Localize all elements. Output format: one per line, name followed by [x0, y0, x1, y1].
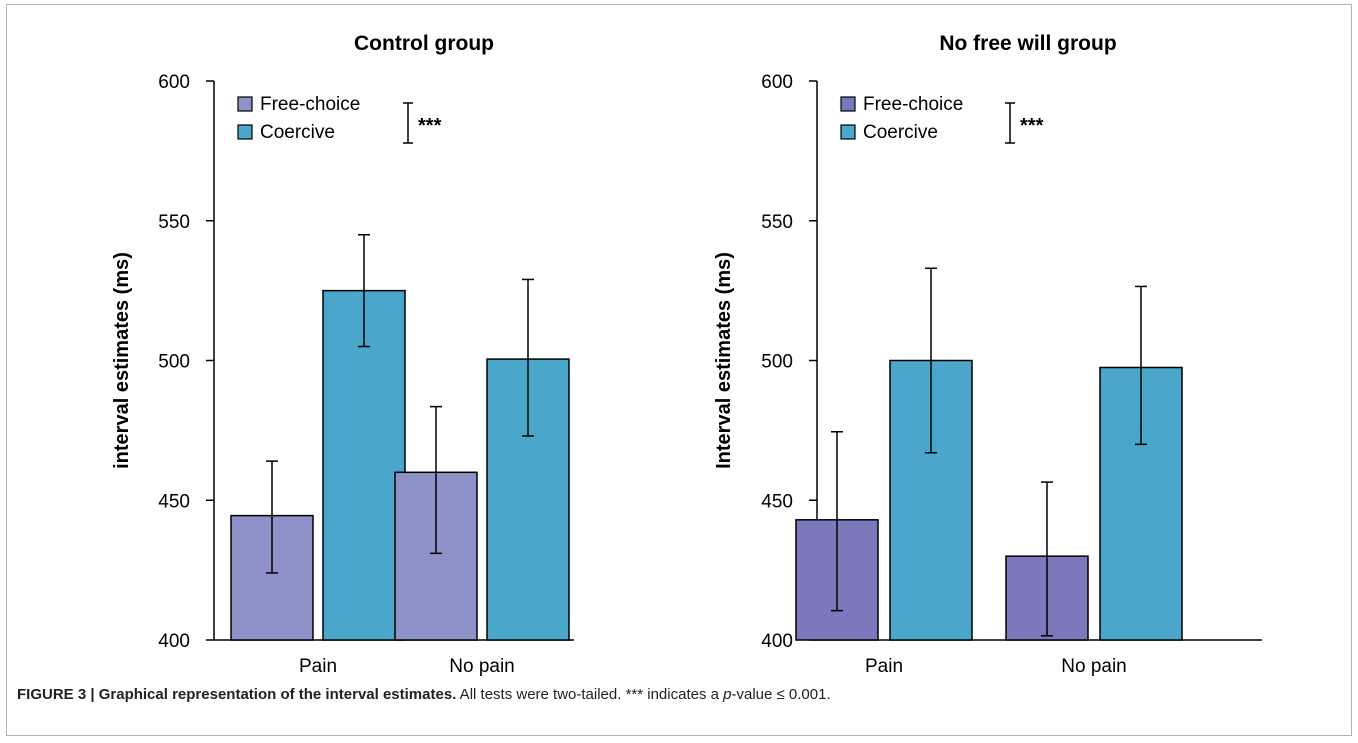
y-tick-label: 450 — [761, 491, 793, 512]
y-tick-label: 400 — [761, 631, 793, 652]
caption-p-symbol: p — [723, 686, 732, 703]
y-tick-label: 600 — [761, 72, 793, 93]
figure-caption: FIGURE 3 | Graphical representation of t… — [17, 686, 1337, 703]
legend-swatch — [237, 124, 253, 140]
x-tick-label: No pain — [449, 656, 515, 677]
x-tick-label: Pain — [299, 656, 337, 677]
x-tick-label: No pain — [1061, 656, 1127, 677]
caption-text-after: -value ≤ 0.001. — [731, 686, 831, 703]
bar — [322, 289, 406, 641]
y-tick-label: 550 — [761, 212, 793, 233]
x-tick-label: Pain — [865, 656, 903, 677]
legend-swatch — [840, 124, 856, 140]
legend-swatch — [237, 96, 253, 112]
y-tick-label: 400 — [158, 631, 190, 652]
legend-label: Coercive — [260, 122, 335, 143]
legend-label: Coercive — [863, 122, 938, 143]
chart-0: Control group interval estimates (ms) 400 4… — [111, 32, 574, 677]
legend-label: Free-choice — [863, 94, 963, 115]
y-tick-label: 450 — [158, 491, 190, 512]
chart-title: No free will group — [939, 32, 1116, 55]
y-axis-label: interval estimates (ms) — [111, 252, 133, 469]
caption-title: Graphical representation of the interval… — [98, 686, 457, 703]
significance-label: *** — [1020, 115, 1044, 137]
legend-swatch — [840, 96, 856, 112]
y-axis-label: Interval estimates (ms) — [713, 252, 735, 469]
chart-title: Control group — [354, 32, 494, 55]
y-tick-label: 500 — [761, 352, 793, 373]
significance-label: *** — [418, 115, 442, 137]
legend-label: Free-choice — [260, 94, 360, 115]
chart-1: No free will group Interval estimates (ms… — [713, 32, 1262, 677]
caption-label: FIGURE 3 | — [17, 686, 99, 703]
y-tick-label: 500 — [158, 352, 190, 373]
y-tick-label: 600 — [158, 72, 190, 93]
y-tick-label: 550 — [158, 212, 190, 233]
caption-text-before: All tests were two-tailed. *** indicates… — [456, 686, 724, 703]
